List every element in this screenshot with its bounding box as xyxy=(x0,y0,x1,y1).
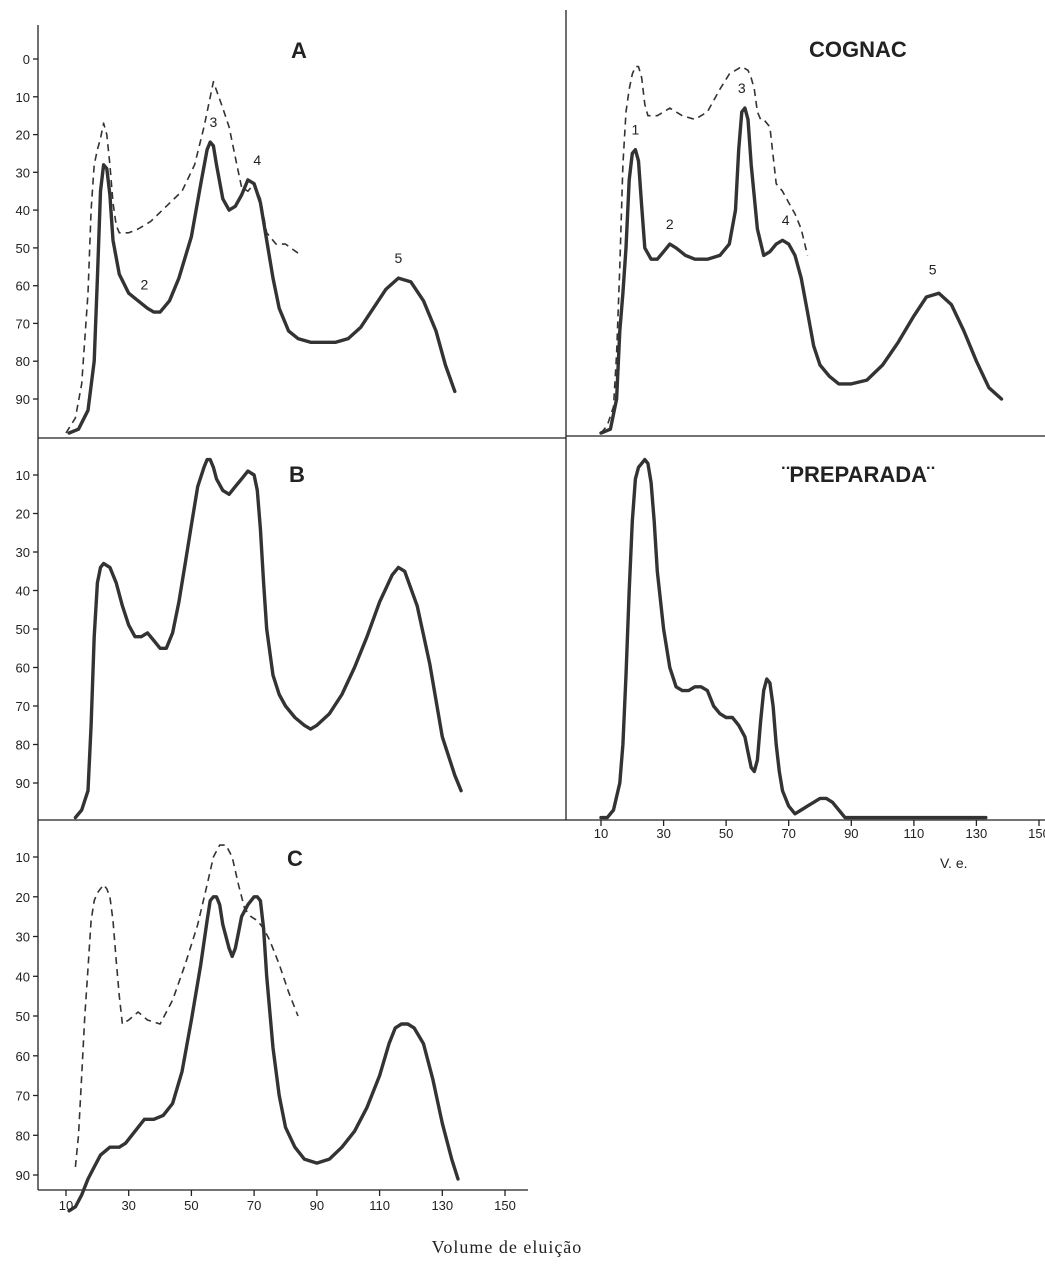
x-tick-label: 90 xyxy=(310,1198,324,1213)
y-tick-label: 30 xyxy=(16,165,30,180)
y-tick-label: 70 xyxy=(16,699,30,714)
y-tick-label: 60 xyxy=(16,279,30,294)
x-tick-label: 110 xyxy=(369,1198,390,1213)
peak-label: 5 xyxy=(395,250,403,266)
y-tick-label: 40 xyxy=(16,203,30,218)
panel-preparada-x-label: V. e. xyxy=(940,855,968,871)
y-tick-label: 50 xyxy=(16,241,30,256)
series-solid-line xyxy=(67,140,457,435)
panel-preparada-x-ticks: 10 30 50 70 90 110 130 150 xyxy=(594,820,1045,841)
panel-preparada: ¨PREPARADA¨ 10 30 50 70 90 110 130 150 V. e. xyxy=(566,457,1045,871)
y-tick-label: 0 xyxy=(23,52,30,67)
x-tick-label: 30 xyxy=(656,826,670,841)
panel-a-series xyxy=(65,80,457,435)
x-tick-label: 150 xyxy=(494,1198,516,1213)
y-tick-label: 10 xyxy=(16,468,30,483)
x-tick-label: 110 xyxy=(904,826,925,841)
series-dashed-line xyxy=(600,65,809,434)
x-tick-label: 70 xyxy=(247,1198,261,1213)
y-tick-label: 70 xyxy=(16,1089,30,1104)
panel-c-y-ticks: 10 20 30 40 50 60 70 80 90 xyxy=(16,850,38,1183)
series-solid-line xyxy=(599,457,988,820)
y-tick-label: 90 xyxy=(16,1168,30,1183)
y-tick-label: 90 xyxy=(16,776,30,791)
x-tick-label: 90 xyxy=(844,826,858,841)
peak-label: 3 xyxy=(738,80,746,96)
y-tick-label: 20 xyxy=(16,890,30,905)
x-tick-label: 70 xyxy=(781,826,795,841)
panel-cognac: COGNAC 1 2 3 4 5 xyxy=(565,10,1045,820)
x-tick-label: 150 xyxy=(1028,826,1045,841)
panel-cognac-title: COGNAC xyxy=(809,37,907,62)
panel-a-annotations: 2 3 4 5 xyxy=(141,114,403,292)
figure-caption: Volume de eluição xyxy=(432,1237,583,1257)
panel-b-y-ticks: 10 20 30 40 50 60 70 80 90 xyxy=(16,468,38,791)
y-tick-label: 50 xyxy=(16,1009,30,1024)
y-tick-label: 60 xyxy=(16,1049,30,1064)
y-tick-label: 70 xyxy=(16,316,30,331)
x-tick-label: 130 xyxy=(431,1198,453,1213)
y-tick-label: 50 xyxy=(16,622,30,637)
y-tick-label: 10 xyxy=(16,850,30,865)
panel-b-title: B xyxy=(289,462,305,487)
y-tick-label: 90 xyxy=(16,392,30,407)
x-tick-label: 50 xyxy=(719,826,733,841)
y-tick-label: 10 xyxy=(16,90,30,105)
panel-preparada-series xyxy=(599,457,988,820)
y-tick-label: 30 xyxy=(16,930,30,945)
x-tick-label: 50 xyxy=(184,1198,198,1213)
panel-a-title: A xyxy=(291,38,307,63)
x-tick-label: 10 xyxy=(59,1198,73,1213)
panel-a-y-ticks: 0 10 20 30 40 50 60 70 80 90 xyxy=(16,52,38,407)
panel-b-series xyxy=(73,457,463,820)
y-tick-label: 40 xyxy=(16,969,30,984)
series-dashed-line xyxy=(65,80,302,434)
x-tick-label: 30 xyxy=(121,1198,135,1213)
y-tick-label: 80 xyxy=(16,354,30,369)
panel-cognac-annotations: 1 2 3 4 5 xyxy=(632,80,937,277)
peak-label: 2 xyxy=(141,276,149,292)
peak-label: 4 xyxy=(253,152,261,168)
y-tick-label: 60 xyxy=(16,661,30,676)
x-tick-label: 10 xyxy=(594,826,608,841)
panel-b: B 10 20 30 40 50 60 70 80 90 xyxy=(16,438,566,821)
panel-c-series xyxy=(67,844,460,1213)
series-solid-line xyxy=(67,895,460,1213)
panel-c: C 10 20 30 40 50 60 70 80 90 10 30 50 70 90 110 130 150 xyxy=(16,820,528,1213)
panel-c-title: C xyxy=(287,846,303,871)
panel-cognac-series xyxy=(599,65,1004,435)
peak-label: 3 xyxy=(210,114,218,130)
peak-label: 1 xyxy=(632,122,640,138)
y-tick-label: 80 xyxy=(16,738,30,753)
series-solid-line xyxy=(599,106,1004,435)
panel-preparada-title: ¨PREPARADA¨ xyxy=(782,462,935,487)
y-tick-label: 20 xyxy=(16,128,30,143)
panel-a: A 0 10 20 30 40 50 60 70 80 90 2 3 4 5 xyxy=(16,25,566,439)
series-dashed-line xyxy=(74,844,299,1168)
series-solid-line xyxy=(73,457,463,820)
y-tick-label: 80 xyxy=(16,1128,30,1143)
peak-label: 5 xyxy=(929,261,937,277)
y-tick-label: 30 xyxy=(16,545,30,560)
y-tick-label: 40 xyxy=(16,584,30,599)
y-tick-label: 20 xyxy=(16,507,30,522)
x-tick-label: 130 xyxy=(966,826,988,841)
peak-label: 2 xyxy=(666,216,674,232)
peak-label: 4 xyxy=(782,212,790,228)
panel-c-x-ticks: 10 30 50 70 90 110 130 150 xyxy=(59,1190,516,1213)
